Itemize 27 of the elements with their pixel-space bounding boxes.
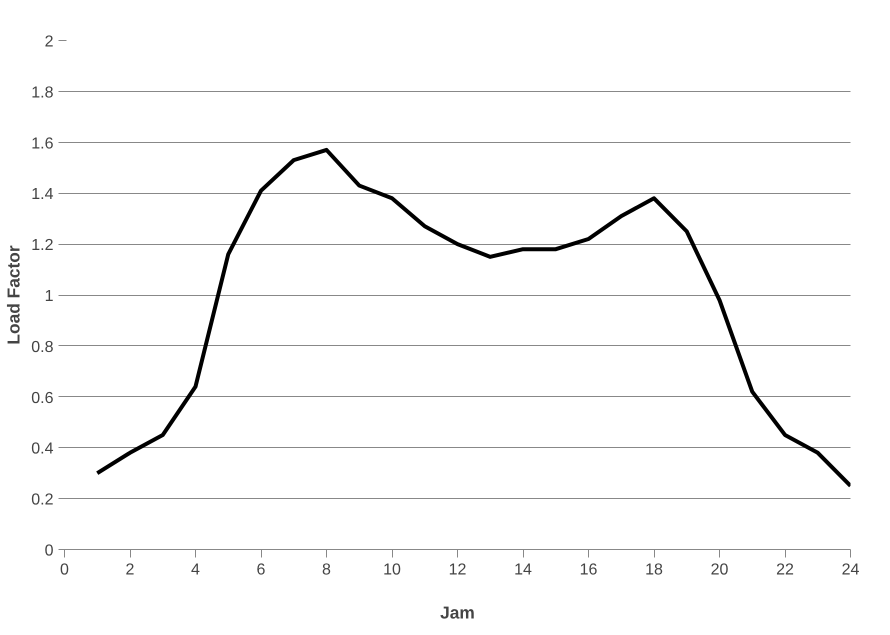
x-tick-label: 22: [776, 562, 794, 578]
y-tick-label: 0.4: [31, 440, 54, 458]
x-tick-label: 8: [322, 562, 332, 578]
x-tick-label: 10: [383, 562, 401, 578]
y-tick-label: 1.2: [31, 237, 54, 254]
line-series: [95, 148, 850, 488]
x-tick-label: 0: [60, 562, 70, 578]
x-tick-label: 12: [448, 562, 466, 578]
y-tick-label: 1.8: [31, 84, 54, 102]
y-tick-label: 0: [44, 542, 54, 560]
y-tick-label: 1.4: [31, 186, 54, 204]
x-tick-label: 24: [842, 562, 860, 578]
x-tick-label: 18: [645, 562, 663, 578]
y-axis-title: Load Factor: [3, 245, 24, 345]
x-tick-label: 4: [191, 562, 200, 578]
x-axis-title: Jam: [440, 602, 475, 622]
y-tick-label: 1.6: [31, 135, 54, 152]
x-tick-label: 14: [514, 562, 532, 578]
y-tick-label: 0.6: [31, 390, 54, 407]
y-tick-label: 0.2: [31, 492, 54, 509]
y-tick-label: 0.8: [31, 338, 54, 356]
y-tick-label: 2: [44, 34, 54, 50]
x-tick-label: 16: [580, 562, 598, 578]
x-tick-label: 2: [126, 562, 135, 578]
y-tick-label: 1: [44, 288, 54, 305]
x-tick-label: 6: [256, 562, 266, 578]
x-tick-label: 20: [710, 562, 728, 578]
